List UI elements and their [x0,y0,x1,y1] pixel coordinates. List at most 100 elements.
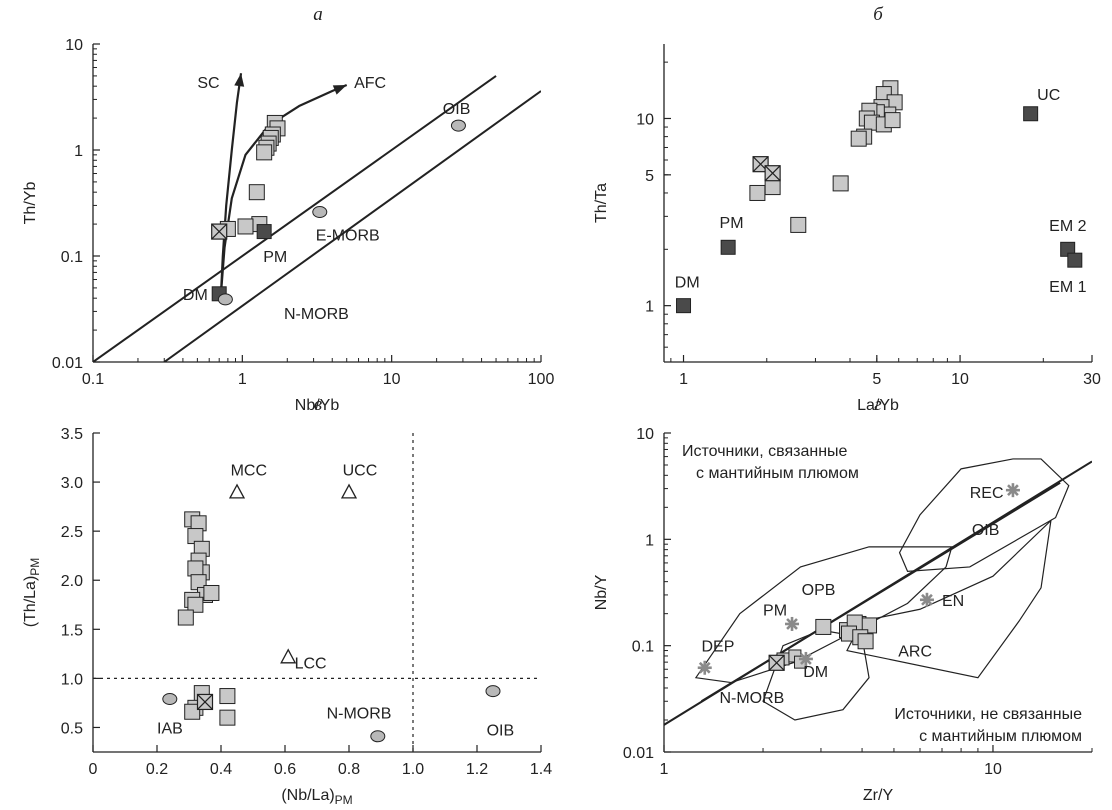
asterisk-label-pm: PM [763,602,787,619]
field-polygon-oib [898,458,1070,572]
y-tick-label: 10 [65,37,83,54]
curve-label-sc: SC [197,75,219,92]
trend-line [700,481,1061,703]
sample-point [187,560,204,577]
crossed-square-diag-2 [752,156,769,173]
x-tick-label: 1 [238,371,247,388]
asterisk-stroke [921,593,933,606]
triangle-marker-mcc [228,483,246,499]
y-tick-label: 1 [74,143,83,160]
x-axis-label: Zr/Y [863,787,894,804]
asterisk-label-en: EN [942,593,964,610]
trend-line [93,75,497,362]
asterisk-stroke [800,653,812,665]
panel-d: г 1 10 0.01 0.1 1 10 Zr/Y Nb/Y REC EN PM DEP DM OIB OPB… [593,394,1093,804]
sample-point [184,703,201,720]
x-tick-label: 0.6 [274,761,296,778]
asterisk-label-rec: REC [970,485,1004,502]
field-label-oib: OIB [972,522,1000,539]
asterisk-stroke [786,618,798,630]
triangle-label-lcc: LCC [295,656,327,673]
crossed-square-diag-2 [764,165,781,182]
endmember-label-pm: PM [263,249,287,266]
y-tick-label: 1 [645,299,654,316]
endmember-label-dm: DM [675,274,700,291]
field-label-opb: OPB [802,582,836,599]
x-axis-label: (Nb/La)PM [281,787,352,807]
x-axis-label: Nb/Yb [295,397,340,414]
triangle-marker-lcc [280,648,297,664]
annotation-nonplume-line: Источники, не связанные [894,706,1082,723]
x-axis-label: La/Yb [857,397,899,414]
x-tick-label: 10 [951,371,969,388]
field-polygon-opb [694,546,953,684]
sample-point [815,618,832,635]
field-label-n-morb: N-MORB [719,690,784,707]
field-label-arc: ARC [898,644,932,661]
y-tick-label: 0.1 [61,249,83,266]
crossed-sample-point [764,165,781,182]
endmember-marker-pm [256,224,272,240]
panel-title-b: б [873,4,884,25]
x-tick-label: 30 [1083,371,1101,388]
sample-point [248,184,265,201]
panel-title-d: г [874,394,881,415]
y-tick-label: 0.1 [632,639,654,656]
sample-point [764,179,781,196]
y-axis-label: Th/Yb [22,182,39,225]
panel-c: в 0 0.2 0.4 0.6 0.8 1.0 1.2 1.4 0.5 1.0 1.5 2.0 2.5 3.… [22,394,552,807]
oval-marker-oib [450,119,466,132]
endmember-marker-pm [720,239,736,255]
oval-label-iab: IAB [157,720,183,737]
curve-label-afc: AFC [354,75,386,92]
asterisk-label-dm: DM [803,664,828,681]
endmember-label-uc: UC [1037,87,1060,104]
crossed-sample-point [196,693,214,711]
annotation-plume-line: с мантийным плюмом [696,465,859,482]
sample-point [177,609,194,626]
y-axis-label: Th/Ta [593,183,610,223]
arrowhead-afc [332,85,347,95]
x-tick-label: 1.0 [402,761,424,778]
annotation-plume-line: Источники, связанные [682,443,848,460]
annotation-nonplume-line: с мантийным плюмом [919,728,1082,745]
endmember-label-em-1: EM 1 [1049,279,1086,296]
y-axis-label: (Th/La)PM [22,558,42,628]
oval-label-n-morb: N-MORB [327,706,392,723]
endmember-label-em-2: EM 2 [1049,218,1086,235]
y-tick-label: 1 [645,532,654,549]
endmember-label-dm: DM [183,287,208,304]
sample-point [187,596,204,613]
x-tick-label: 0.2 [146,761,168,778]
y-tick-label: 0.5 [61,720,83,737]
asterisk-marker-en [919,592,934,607]
panel-title-c: в [314,394,322,415]
sample-point [884,112,901,129]
sample-point [203,584,220,601]
y-tick-label: 3.0 [61,475,83,492]
oval-marker-n-morb [370,730,386,743]
sample-point [857,633,874,650]
x-tick-label: 0.8 [338,761,360,778]
oval-label-e-morb: E-MORB [316,227,380,244]
crossed-square-diag-2 [768,654,785,671]
y-tick-label: 0.01 [52,355,83,372]
x-tick-label: 0.1 [82,371,104,388]
y-tick-label: 1.5 [61,622,83,639]
asterisk-marker-dm [798,651,813,666]
y-tick-label: 2.0 [61,573,83,590]
x-tick-label: 1 [679,371,688,388]
oval-label-oib: OIB [443,101,471,118]
asterisk-label-dep: DEP [701,639,734,656]
sample-point [790,216,807,233]
x-tick-label: 10 [984,761,1002,778]
y-tick-label: 2.5 [61,524,83,541]
y-tick-label: 1.0 [61,671,83,688]
asterisk-stroke [1007,484,1019,497]
y-tick-label: 5 [645,168,654,185]
endmember-label-pm: PM [720,215,744,232]
trend-line [163,90,541,362]
y-tick-label: 3.5 [61,426,83,443]
sample-point [832,175,849,192]
